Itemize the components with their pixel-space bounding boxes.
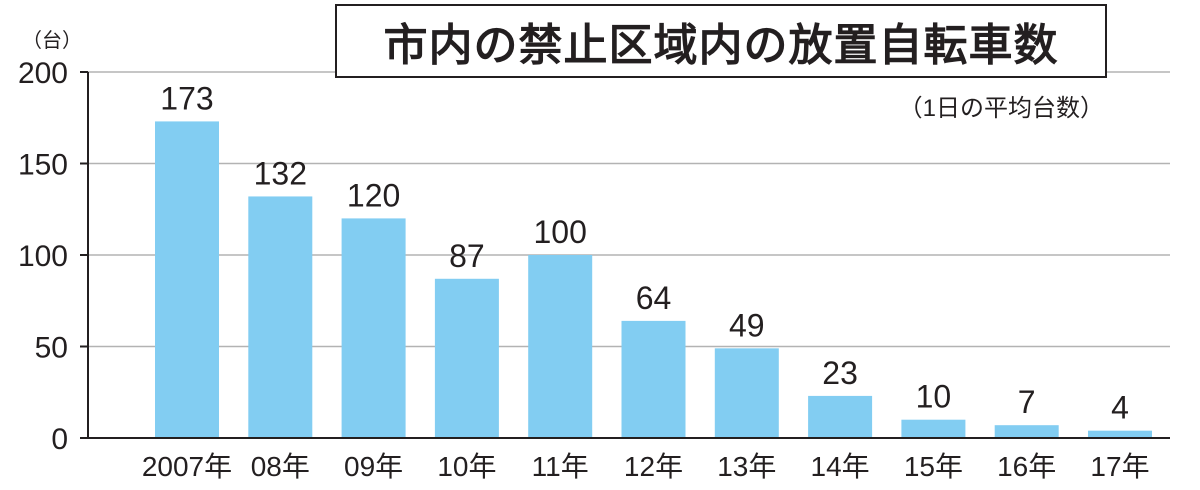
y-tick-label: 100 bbox=[18, 240, 68, 273]
y-axis-unit: （台） bbox=[22, 30, 82, 52]
x-category-labels: 2007年 08年 09年 10年 11年 12年 13年 14年 15年 16年 17年 bbox=[142, 451, 1150, 482]
y-tick-label: 150 bbox=[18, 149, 68, 182]
bar bbox=[714, 348, 779, 438]
x-category-label: 2007年 bbox=[142, 451, 232, 482]
x-category-label: 13年 bbox=[717, 451, 776, 482]
bar bbox=[248, 196, 313, 438]
bar-value-label: 173 bbox=[160, 80, 213, 116]
x-category-label: 11年 bbox=[532, 451, 589, 482]
bar bbox=[155, 121, 219, 438]
x-category-label: 16年 bbox=[997, 451, 1056, 482]
bar-value-label: 87 bbox=[449, 238, 485, 274]
bar bbox=[808, 395, 873, 438]
x-category-label: 08年 bbox=[251, 451, 310, 482]
bar-value-label: 23 bbox=[822, 355, 858, 391]
chart-subtitle: （1日の平均台数） bbox=[898, 95, 1104, 122]
x-category-label: 17年 bbox=[1090, 451, 1149, 482]
y-tick-labels: 0 50 100 150 200 bbox=[18, 57, 68, 456]
bar-value-label: 49 bbox=[729, 307, 765, 343]
bar bbox=[621, 320, 686, 438]
bar-value-label: 120 bbox=[347, 177, 400, 213]
x-category-label: 09年 bbox=[344, 451, 403, 482]
bar-value-label: 100 bbox=[534, 214, 587, 250]
bar bbox=[434, 278, 499, 438]
bar bbox=[341, 218, 406, 438]
y-tick-label: 50 bbox=[35, 332, 68, 365]
bar bbox=[528, 255, 593, 438]
bar bbox=[994, 425, 1059, 438]
axes bbox=[80, 71, 1170, 439]
bar bbox=[1088, 430, 1152, 438]
chart-title: 市内の禁止区域内の放置自転車数 bbox=[335, 4, 1107, 78]
value-labels: 173 132 120 87 100 64 49 23 10 7 4 bbox=[160, 80, 1129, 425]
bar bbox=[901, 419, 966, 438]
bar-value-label: 64 bbox=[636, 280, 672, 316]
bars bbox=[155, 121, 1152, 438]
bar-value-label: 132 bbox=[254, 155, 307, 191]
x-category-label: 15年 bbox=[904, 451, 963, 482]
y-tick-label: 200 bbox=[18, 57, 68, 90]
bar-value-label: 7 bbox=[1018, 384, 1036, 420]
bar-value-label: 10 bbox=[916, 379, 952, 415]
x-category-label: 12年 bbox=[624, 451, 683, 482]
x-category-label: 10年 bbox=[437, 451, 496, 482]
x-category-label: 14年 bbox=[811, 451, 870, 482]
bar-value-label: 4 bbox=[1111, 390, 1129, 426]
y-tick-label: 0 bbox=[51, 423, 68, 456]
